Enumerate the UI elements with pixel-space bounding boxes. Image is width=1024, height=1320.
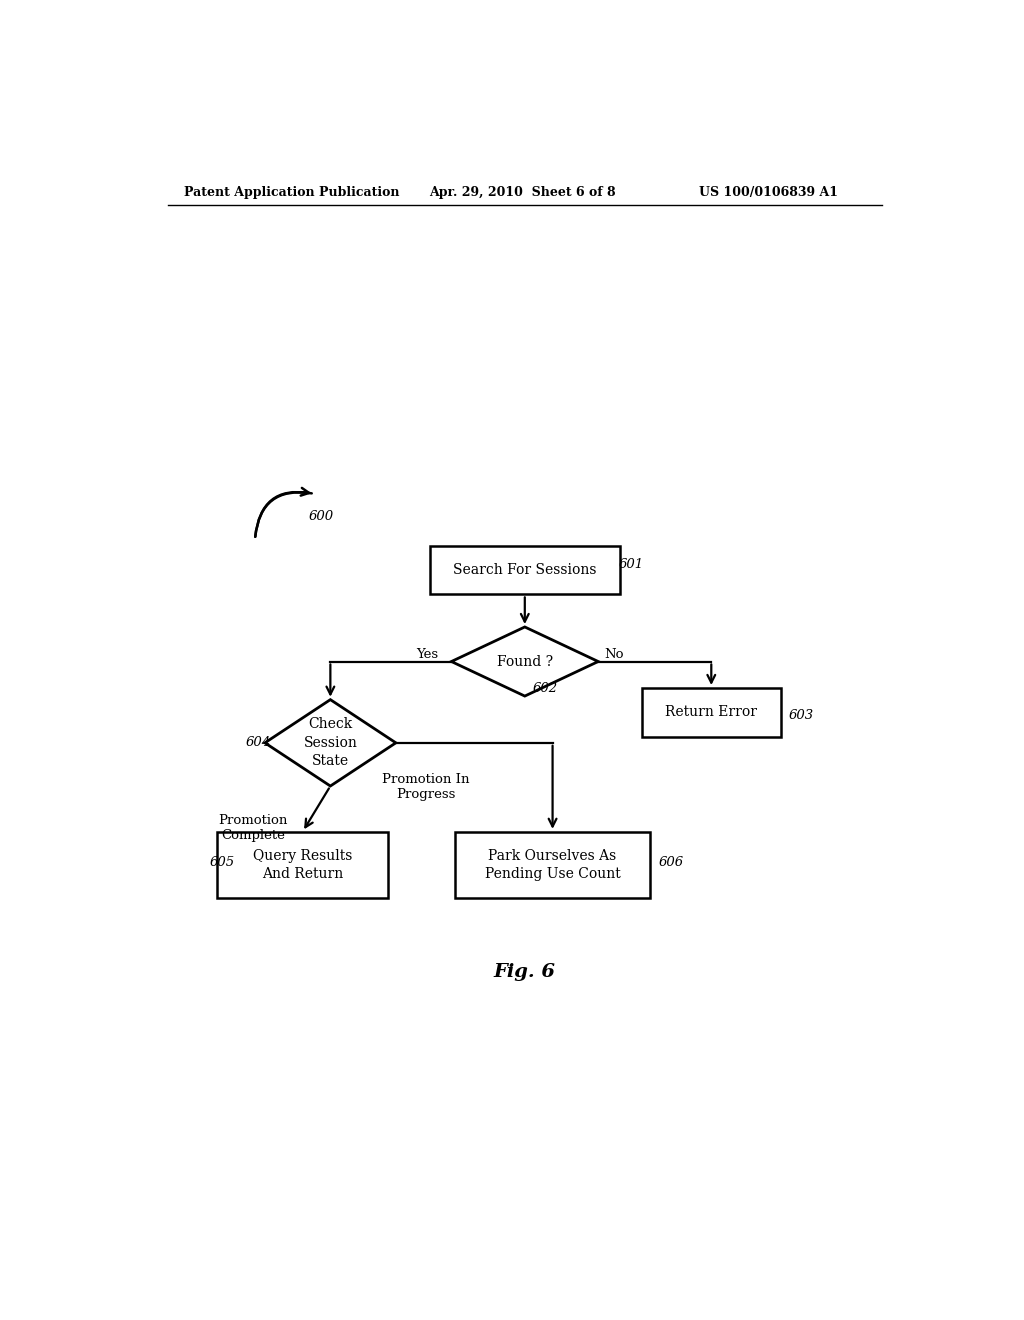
Text: Found ?: Found ? bbox=[497, 655, 553, 668]
Text: 604: 604 bbox=[246, 737, 270, 750]
Text: Fig. 6: Fig. 6 bbox=[494, 962, 556, 981]
Text: 606: 606 bbox=[658, 857, 683, 870]
FancyBboxPatch shape bbox=[456, 832, 650, 898]
FancyBboxPatch shape bbox=[642, 688, 780, 737]
FancyBboxPatch shape bbox=[217, 832, 388, 898]
Text: Query Results
And Return: Query Results And Return bbox=[253, 849, 352, 880]
Text: Search For Sessions: Search For Sessions bbox=[453, 564, 597, 577]
Text: Promotion
Complete: Promotion Complete bbox=[219, 814, 288, 842]
Text: Check
Session
State: Check Session State bbox=[303, 718, 357, 768]
Text: Park Ourselves As
Pending Use Count: Park Ourselves As Pending Use Count bbox=[484, 849, 621, 880]
Polygon shape bbox=[265, 700, 396, 785]
Text: US 100/0106839 A1: US 100/0106839 A1 bbox=[699, 186, 839, 199]
Text: Apr. 29, 2010  Sheet 6 of 8: Apr. 29, 2010 Sheet 6 of 8 bbox=[430, 186, 616, 199]
Text: No: No bbox=[604, 648, 624, 661]
Text: Yes: Yes bbox=[416, 648, 438, 661]
Text: 601: 601 bbox=[618, 558, 643, 572]
Text: 602: 602 bbox=[532, 682, 558, 696]
Text: 605: 605 bbox=[210, 857, 234, 870]
FancyBboxPatch shape bbox=[430, 545, 620, 594]
Polygon shape bbox=[452, 627, 598, 696]
Text: Return Error: Return Error bbox=[666, 705, 758, 719]
Text: 600: 600 bbox=[309, 510, 334, 523]
Text: 603: 603 bbox=[790, 709, 814, 722]
Text: Patent Application Publication: Patent Application Publication bbox=[183, 186, 399, 199]
Text: Promotion In
Progress: Promotion In Progress bbox=[382, 774, 469, 801]
